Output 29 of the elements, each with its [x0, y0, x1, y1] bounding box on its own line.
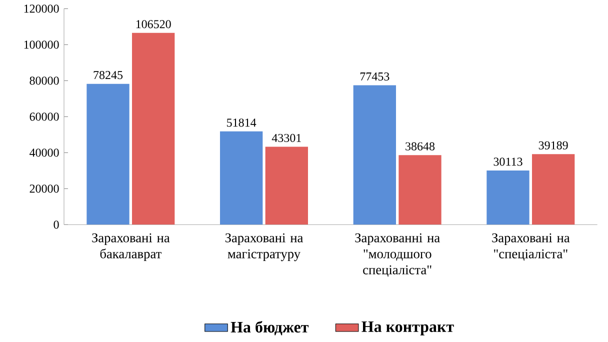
data-label: 77453	[360, 72, 390, 81]
data-label: 51814	[227, 118, 256, 127]
legend-label: На контракт	[362, 321, 454, 336]
bar	[353, 85, 396, 225]
legend-label: На бюджет	[230, 320, 309, 336]
y-tick-label: 60000	[30, 112, 59, 121]
x-tick-label: Зарахованні на "молодшого спеціаліста"	[355, 233, 440, 277]
y-tick-label: 100000	[24, 40, 59, 49]
bar	[86, 84, 130, 225]
y-tick-label: 0	[54, 220, 59, 229]
y-tick-label: 120000	[24, 4, 59, 13]
y-tick-label: 40000	[30, 148, 59, 157]
data-label: 106520	[136, 20, 171, 28]
bar	[220, 131, 263, 225]
bar	[532, 154, 575, 225]
x-tick-label: Зараховані на магістратуру	[225, 233, 304, 262]
x-tick-label: Зараховані на "спеціаліста"	[492, 233, 570, 261]
data-label: 38648	[406, 142, 435, 150]
y-tick-label: 20000	[30, 184, 59, 193]
bar	[132, 32, 175, 225]
data-label: 43301	[272, 134, 301, 142]
data-label: 30113	[494, 158, 522, 166]
y-tick-label: 80000	[30, 76, 59, 85]
x-tick-label: Зараховані на бакалаврат	[92, 233, 170, 262]
data-label: 39189	[538, 141, 568, 150]
data-label: 78245	[94, 71, 123, 80]
bar	[486, 170, 530, 225]
bar	[265, 146, 308, 225]
bar	[398, 155, 442, 225]
